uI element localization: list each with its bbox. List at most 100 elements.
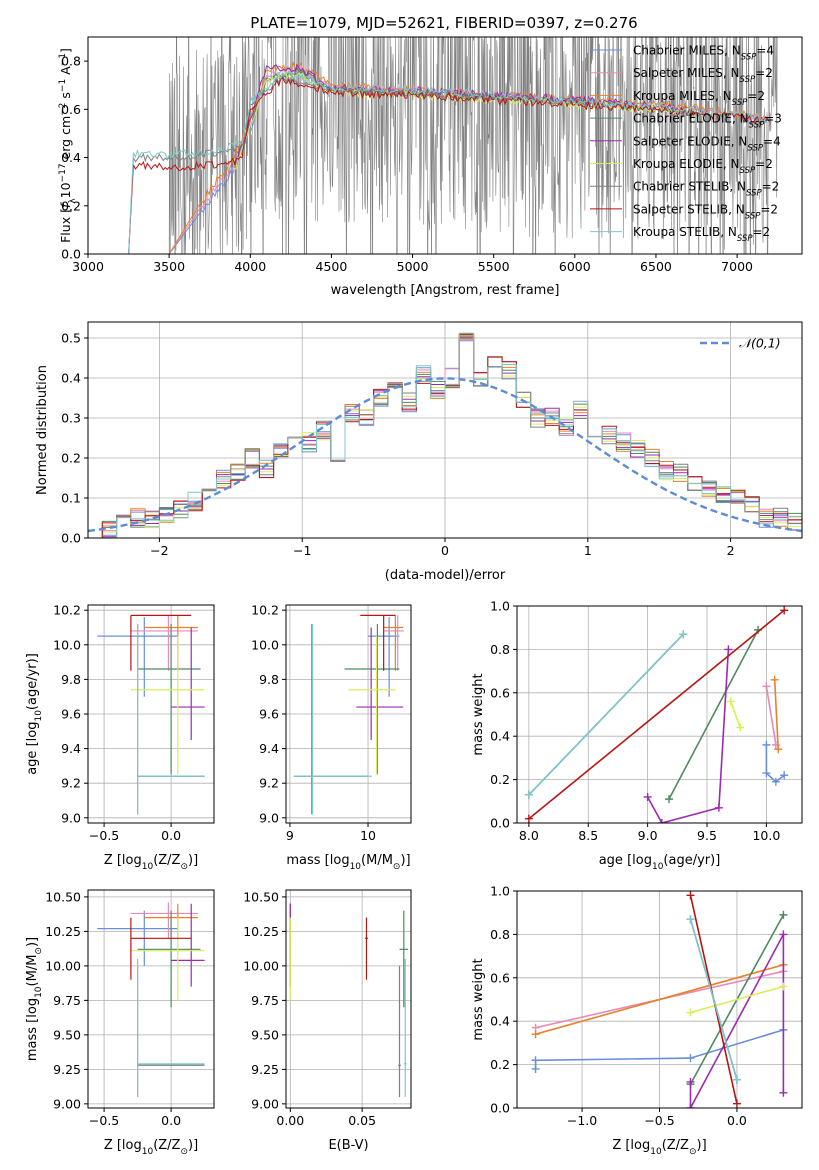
- legend-entry-sub: SSP: [740, 75, 756, 85]
- y-tick-label: 0.6: [490, 685, 510, 700]
- errorbar-plot-area: [97, 902, 205, 1097]
- x-tick-label: 2: [727, 543, 735, 558]
- weight-point-marker: [679, 630, 688, 639]
- weight-line: [773, 679, 779, 750]
- y-tick-label: 0.8: [490, 642, 510, 657]
- y-tick-label: 9.50: [53, 1027, 81, 1042]
- weight-point-marker: [524, 814, 533, 823]
- x-tick-label: 0.0: [727, 1113, 747, 1128]
- y-tick-label: 10.0: [251, 637, 279, 652]
- model-spectrum-line: [233, 63, 705, 166]
- observed-spectrum-line: [168, 37, 778, 254]
- y-axis-label-part: ]: [58, 48, 73, 53]
- legend-entry-sub: SSP: [746, 189, 762, 199]
- legend-entry-tail: =4: [756, 44, 774, 58]
- legend-entry-sub: SSP: [737, 234, 753, 244]
- y-axis-label-part: s: [58, 92, 73, 103]
- weight-point-marker: [714, 803, 723, 812]
- x-tick-label: 5500: [478, 259, 510, 274]
- weight-point-marker: [762, 682, 771, 691]
- y-axis-label: Flux [fλ10−17 erg cm−2 s−1 A−1]: [58, 48, 78, 243]
- x-axis-label-part: 10: [142, 1147, 154, 1157]
- legend-entry-base: Salpeter STELIB, N: [633, 202, 745, 216]
- axes-frame: [87, 889, 215, 1109]
- x-axis-label-part: Z [log: [612, 1138, 650, 1153]
- legend-entry: 𝒩(0,1): [739, 336, 781, 351]
- x-tick-label: −1.0: [567, 1113, 597, 1128]
- legend-entry: Kroupa ELODIE, NSSP=2: [633, 157, 773, 176]
- model-spectrum-line: [128, 77, 770, 254]
- x-tick-label: 9: [286, 828, 294, 843]
- weight-point-marker: [726, 697, 735, 706]
- y-tick-label: 0.6: [490, 970, 510, 985]
- x-axis-label: age [log10(age/yr)]: [599, 853, 721, 872]
- y-tick-label: 9.0: [259, 810, 279, 825]
- y-tick-label: 10.2: [251, 603, 279, 618]
- legend-entry: Chabrier MILES, NSSP=4: [633, 44, 774, 63]
- weight-point-marker: [531, 1064, 540, 1073]
- x-axis-label-part: (age/yr)]: [663, 853, 720, 868]
- y-tick-label: 10.00: [45, 958, 81, 973]
- legend-entry: Salpeter ELODIE, NSSP=4: [633, 134, 781, 153]
- weight-point-marker: [665, 795, 673, 804]
- y-tick-label: 9.8: [61, 672, 81, 687]
- y-axis-label-part: Flux [: [58, 208, 73, 243]
- x-tick-label: 9.5: [697, 828, 717, 843]
- x-axis-label-part: mass [log: [286, 853, 349, 868]
- y-tick-label: 0.4: [490, 729, 510, 744]
- x-tick-label: 1: [584, 543, 592, 558]
- weight-point-marker: [531, 1056, 540, 1065]
- legend-entry: Salpeter MILES, NSSP=2: [633, 66, 773, 85]
- x-axis-label: E(B-V): [328, 1138, 368, 1153]
- weight-point-marker: [732, 1099, 741, 1108]
- y-axis-label-part: f: [58, 202, 73, 208]
- x-tick-label: −0.5: [644, 1113, 674, 1128]
- weight-point-marker: [686, 1104, 695, 1108]
- weight-line: [689, 918, 738, 1081]
- y-tick-label: 10.50: [243, 889, 279, 904]
- x-axis-label-part: )]: [400, 853, 410, 868]
- x-axis-label-part: 10: [650, 1147, 662, 1157]
- x-tick-label: 8.0: [519, 828, 539, 843]
- x-tick-label: 0.00: [276, 1113, 304, 1128]
- y-tick-label: 0.2: [61, 198, 81, 213]
- y-tick-label: 0.2: [490, 772, 510, 787]
- y-tick-label: 0.6: [61, 102, 81, 117]
- weight-point-marker: [686, 1077, 695, 1086]
- weight-point-marker: [762, 740, 771, 749]
- y-axis-label-part: erg cm: [58, 116, 73, 164]
- weight-point-marker: [732, 1075, 741, 1084]
- y-tick-label: 9.0: [61, 810, 81, 825]
- y-axis-label: mass [log10(M/M⊙)]: [25, 937, 44, 1061]
- x-tick-label: −2: [150, 543, 168, 558]
- weight-point-marker: [770, 675, 779, 684]
- x-tick-label: 0: [441, 543, 449, 558]
- x-axis-label-part: )]: [188, 1138, 198, 1153]
- x-tick-label: 8.5: [578, 828, 598, 843]
- weight-point-marker: [779, 1088, 788, 1097]
- x-axis-label: (data-model)/error: [385, 568, 506, 583]
- y-axis-label-part: age [log: [25, 722, 40, 775]
- x-axis-label-part: 10: [652, 862, 664, 872]
- axes-frame: [516, 605, 803, 824]
- legend-entry-tail: =2: [755, 157, 773, 171]
- x-axis-label-part: )]: [697, 1138, 707, 1153]
- axes-frame: [87, 36, 803, 255]
- x-axis-label-part: (Z/Z: [662, 1138, 689, 1153]
- legend-entry-sub: SSP: [747, 143, 763, 153]
- weight-point-marker: [686, 915, 695, 924]
- legend-entry-tail: =4: [763, 134, 781, 148]
- x-axis-label-part: (M/M: [361, 853, 393, 868]
- legend-entry-tail: =2: [760, 202, 778, 216]
- weight-line: [528, 633, 684, 796]
- y-tick-label: 1.0: [490, 884, 510, 899]
- x-axis-label: Z [log10(Z/Z⊙)]: [612, 1138, 706, 1157]
- weight-point-marker: [531, 1030, 540, 1039]
- x-tick-label: −1: [293, 543, 311, 558]
- y-tick-label: 0.4: [61, 371, 81, 386]
- x-axis-label-part: age [log: [599, 853, 652, 868]
- weight-line: [765, 686, 777, 746]
- x-tick-label: −0.5: [89, 1113, 119, 1128]
- y-tick-label: 9.6: [259, 707, 279, 722]
